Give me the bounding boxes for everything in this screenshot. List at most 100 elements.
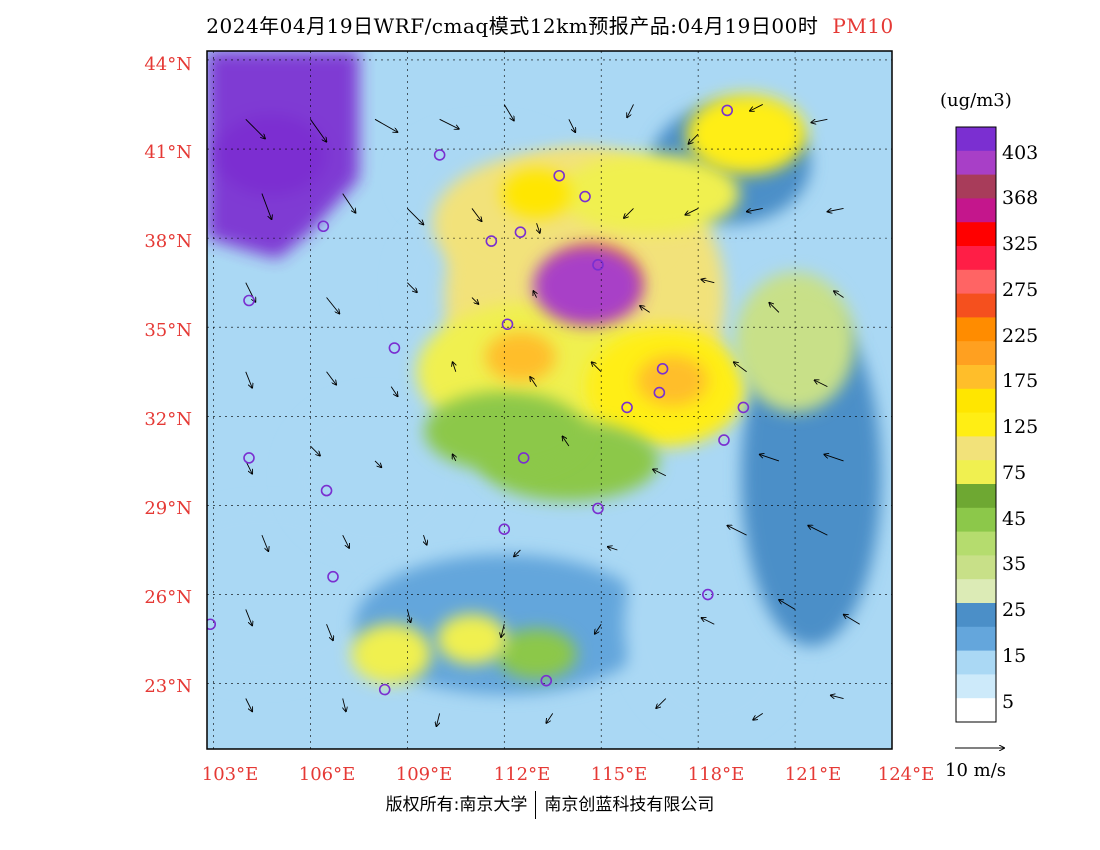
wind-vector [533, 291, 536, 298]
wind-vector [568, 119, 575, 132]
colorbar-swatch [956, 698, 996, 723]
city-markers [207, 104, 750, 696]
wind-vector [608, 547, 618, 550]
city-marker [501, 318, 514, 331]
field-blob [207, 504, 382, 685]
hotspot-north-china [501, 168, 572, 219]
colorbar-swatch [956, 603, 996, 628]
wind-vector [685, 208, 699, 214]
colorbar-label-225: 225 [1002, 325, 1039, 347]
wind-vector [747, 207, 763, 211]
field-blob [285, 395, 466, 556]
hotspot-jiangsu-anhui [637, 355, 708, 406]
lat-label-35: 35°N [144, 320, 192, 341]
wind-vector [310, 119, 326, 141]
colorbar-label-275: 275 [1002, 279, 1039, 301]
hotspot-yellow-sea [760, 317, 831, 368]
wind-vector [753, 712, 764, 719]
colorbar-swatch [956, 531, 996, 556]
lat-label-38: 38°N [144, 231, 192, 252]
wind-vector [779, 600, 796, 610]
colorbar-label-5: 5 [1002, 691, 1015, 713]
lon-label-109: 109°E [395, 764, 453, 785]
wind-vector [828, 207, 844, 211]
wind-vector [689, 133, 699, 144]
colorbar-label-35: 35 [1002, 553, 1027, 575]
colorbar-label-125: 125 [1002, 416, 1039, 438]
wind-vector [471, 208, 482, 221]
wind-vector [471, 297, 478, 304]
wind-vector [595, 624, 602, 634]
copyright-right: 南京创蓝科技有限公司 [544, 795, 715, 815]
wind-vector [831, 695, 844, 698]
colorbar-swatch [956, 174, 996, 199]
wind-vector [562, 436, 570, 447]
colorbar-swatch [956, 579, 996, 604]
colorbar-swatch [956, 317, 996, 342]
wind-vector [501, 624, 504, 637]
wind-vector [439, 118, 459, 129]
wind-vector [245, 118, 265, 138]
wind-vector [750, 104, 763, 110]
wind-vector [407, 282, 417, 293]
wind-vector [342, 193, 356, 213]
wind-vector [760, 454, 780, 462]
colorbar-label-25: 25 [1002, 599, 1027, 621]
city-marker [721, 104, 734, 117]
city-marker [621, 401, 633, 414]
city-marker [485, 235, 498, 247]
wind-vector [815, 380, 828, 388]
copyright-footer: 版权所有:南京大学 南京创蓝科技有限公司 [0, 790, 1100, 819]
colorbar-swatch [956, 127, 996, 152]
field-blob [496, 628, 577, 679]
lon-label-121: 121°E [784, 764, 842, 785]
colorbar-label-368: 368 [1002, 187, 1039, 209]
wind-vector [656, 698, 667, 709]
colorbar-label-403: 403 [1002, 142, 1039, 164]
wind-vector [503, 104, 514, 120]
colorbar-swatch [956, 555, 996, 580]
city-marker [317, 220, 330, 233]
colorbar-swatch [956, 507, 996, 533]
wind-vector [727, 526, 747, 536]
wind-vector [640, 306, 650, 313]
city-marker [653, 386, 666, 399]
wind-vector [453, 362, 456, 372]
lon-label-115: 115°E [590, 764, 648, 785]
colorbar-swatch [956, 222, 996, 247]
field-blob [686, 94, 807, 175]
field-blob [351, 623, 432, 684]
wind-vector [701, 279, 715, 282]
colorbar-swatch [956, 436, 996, 461]
wind-vector [310, 445, 320, 456]
city-marker [540, 674, 553, 687]
hotspot-central-plain [485, 331, 556, 382]
colorbar [955, 126, 997, 723]
wind-vector [627, 104, 634, 117]
wind-vector [701, 618, 715, 625]
map-frame [206, 50, 893, 750]
wind-vector [824, 454, 844, 462]
city-marker [553, 169, 565, 182]
colorbar-swatch [956, 674, 996, 699]
lat-lon-gridlines [207, 51, 892, 749]
field-blob [424, 391, 585, 472]
wind-vector [546, 713, 554, 723]
hotspot-henan-core [533, 245, 644, 326]
colorbar-swatch [956, 388, 996, 414]
wind-vector [453, 454, 456, 462]
city-marker [388, 342, 401, 354]
lon-label-106: 106°E [298, 764, 356, 785]
wind-vector [811, 118, 828, 122]
colorbar-label-325: 325 [1002, 233, 1039, 255]
wind-vector [245, 371, 252, 388]
colorbar-swatch [956, 150, 996, 176]
wind-vector [808, 526, 828, 536]
lon-label-112: 112°E [493, 764, 551, 785]
wind-vector [342, 534, 349, 548]
wind-vector [423, 535, 426, 545]
lon-label-103: 103°E [201, 764, 259, 785]
city-marker [320, 484, 333, 497]
wind-vector [407, 208, 423, 224]
